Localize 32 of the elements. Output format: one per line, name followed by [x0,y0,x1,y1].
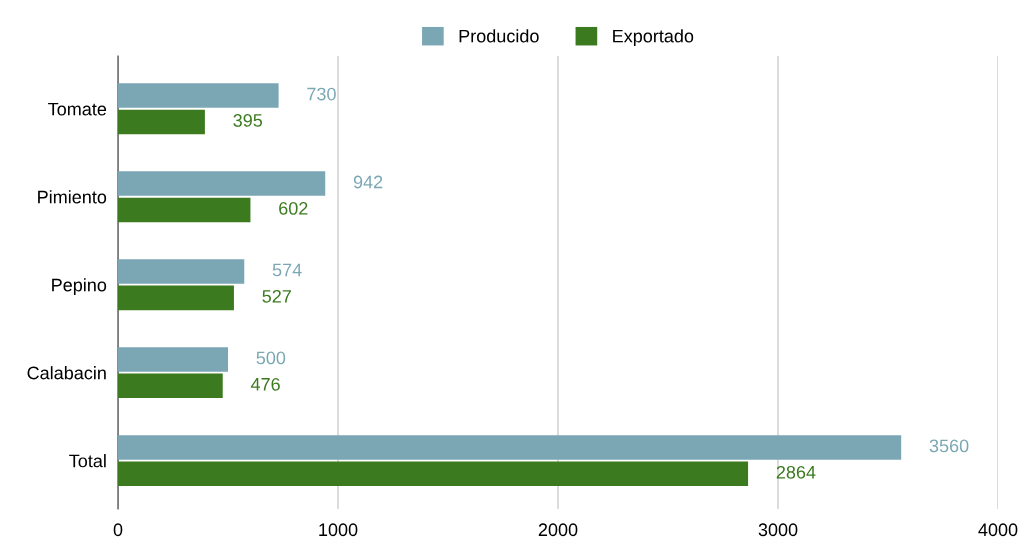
data-label: 3560 [929,439,969,453]
x-tick-label: 2000 [538,523,578,537]
bar [118,197,251,223]
data-label: 730 [307,87,336,101]
data-label: 476 [250,377,280,391]
y-tick-label: Total [69,454,106,468]
data-label: 942 [353,175,383,189]
bar [118,171,326,196]
bar [118,461,749,487]
x-tick-label: 4000 [978,523,1018,537]
x-tick-label: 1000 [319,523,358,537]
bar [118,285,234,311]
x-tick-label: 0 [113,523,123,537]
data-label: 527 [262,289,291,303]
data-label: 500 [256,351,286,365]
bar [118,109,205,135]
y-tick-label: Calabacin [27,366,106,380]
y-tick-label: Pepino [52,278,107,295]
bar [118,347,228,372]
legend-label: Exportado [613,29,694,47]
y-tick-label: Pimiento [38,190,107,204]
data-label: 2864 [776,465,816,479]
data-label: 395 [233,114,263,127]
data-label: 574 [272,263,302,277]
bar [118,435,902,460]
x-tick-label: 3000 [758,523,798,537]
legend-label: Producido [459,29,539,43]
data-label: 602 [279,201,308,215]
y-tick-label: Tomate [48,102,107,116]
bar [118,373,223,399]
bar [118,259,245,284]
bar [118,83,279,108]
